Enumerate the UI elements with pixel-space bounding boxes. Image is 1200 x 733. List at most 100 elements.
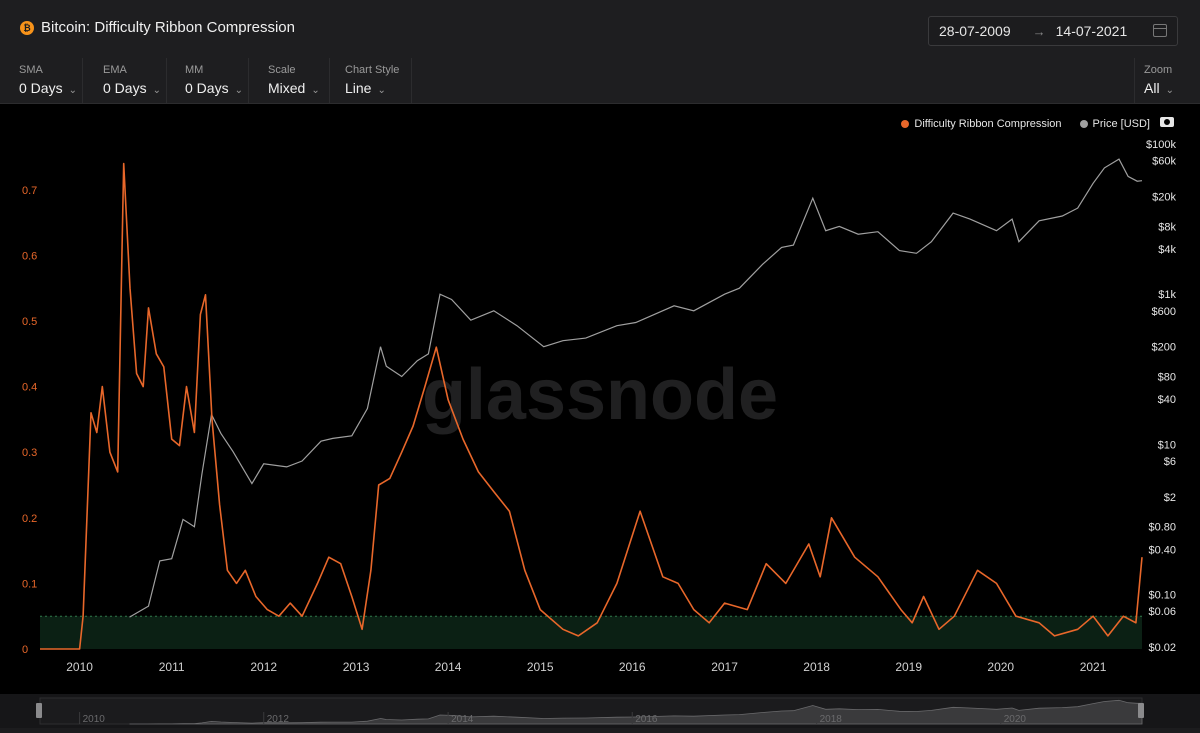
drc-layer — [40, 162, 1143, 650]
title-wrap: ₿ Bitcoin: Difficulty Ribbon Compression — [20, 19, 295, 36]
scale-value[interactable]: Mixed ⌄ — [268, 80, 320, 96]
x-tick-label: 2019 — [895, 660, 922, 674]
navigator-svg[interactable]: 2010 2012 2014 2016 2018 2020 — [0, 694, 1200, 728]
ema-select[interactable]: EMA 0 Days ⌄ — [94, 58, 167, 103]
mm-select[interactable]: MM 0 Days ⌄ — [176, 58, 249, 103]
sma-value[interactable]: 0 Days ⌄ — [19, 80, 77, 96]
x-tick-label: 2020 — [987, 660, 1014, 674]
y-left-tick-label: 0.2 — [22, 513, 37, 525]
highlight-band — [40, 616, 1142, 649]
camera-icon[interactable] — [1160, 117, 1174, 127]
x-tick-label: 2015 — [527, 660, 554, 674]
navigator-handle-right — [1138, 703, 1144, 718]
y-right-tick-label: $8k — [1158, 221, 1176, 233]
page-title: Bitcoin: Difficulty Ribbon Compression — [41, 19, 295, 36]
y-left-tick-label: 0 — [22, 644, 28, 656]
difficulty-ribbon-line — [40, 162, 1143, 650]
navigator-layer: 2010 2012 2014 2016 2018 2020 — [36, 697, 1144, 725]
chevron-down-icon: ⌄ — [1165, 85, 1174, 96]
zone-layer — [40, 615, 1142, 649]
header: ₿ Bitcoin: Difficulty Ribbon Compression… — [0, 0, 1200, 59]
legend-item-drc[interactable]: Difficulty Ribbon Compression — [901, 118, 1062, 130]
y-right-tick-label: $0.10 — [1148, 590, 1176, 602]
chart-style-value[interactable]: Line ⌄ — [345, 80, 386, 96]
y-right-tick-label: $200 — [1152, 342, 1176, 354]
calendar-icon[interactable] — [1153, 24, 1167, 37]
x-tick-label: 2010 — [66, 660, 93, 674]
ema-value[interactable]: 0 Days ⌄ — [103, 80, 161, 96]
chevron-down-icon: ⌄ — [377, 85, 386, 96]
x-tick-label: 2014 — [435, 660, 462, 674]
y-right-tick-label: $0.02 — [1148, 642, 1176, 654]
price-layer — [129, 158, 1143, 618]
navigator-handle-left — [36, 703, 42, 718]
x-tick-label: 2013 — [343, 660, 370, 674]
chart-area — [0, 104, 1200, 694]
chevron-down-icon: ⌄ — [311, 85, 320, 96]
x-tick-label: 2016 — [619, 660, 646, 674]
navigator-tick-label: 2018 — [820, 714, 843, 725]
x-tick-label: 2017 — [711, 660, 738, 674]
zoom-select[interactable]: Zoom All ⌄ — [1134, 58, 1200, 103]
sma-value-text: 0 Days — [19, 80, 63, 96]
y-right-tick-label: $60k — [1152, 156, 1176, 168]
scale-value-text: Mixed — [268, 80, 306, 96]
sma-label: SMA — [19, 64, 43, 76]
y-right-tick-label: $600 — [1152, 306, 1176, 318]
navigator[interactable]: 2010 2012 2014 2016 2018 2020 — [0, 694, 1200, 728]
x-tick-label: 2021 — [1080, 660, 1107, 674]
zoom-label: Zoom — [1144, 64, 1173, 76]
y-left-tick-label: 0.4 — [22, 382, 37, 394]
navigator-tick-label: 2014 — [451, 714, 474, 725]
legend: Difficulty Ribbon Compression Price [USD… — [883, 118, 1150, 130]
y-right-tick-label: $20k — [1152, 191, 1176, 203]
y-right-tick-label: $40 — [1158, 394, 1176, 406]
price-line — [129, 158, 1143, 618]
y-right-tick-label: $6 — [1164, 456, 1176, 468]
chart-svg[interactable]: glassnode 00.10.20.30.40.50.60.7 $0.02$0… — [0, 104, 1200, 694]
chevron-down-icon: ⌄ — [152, 85, 161, 96]
mm-value[interactable]: 0 Days ⌄ — [185, 80, 243, 96]
chevron-down-icon: ⌄ — [234, 85, 243, 96]
legend-label-drc: Difficulty Ribbon Compression — [914, 118, 1062, 130]
y-left-tick-label: 0.3 — [22, 447, 37, 459]
right-axis: $0.02 $0.06 $0.10 $0.40 $0.80 $2 $6 $10 $40 $80 $2… — [1146, 139, 1176, 654]
arrow-right-icon: → — [1032, 23, 1046, 39]
navigator-area — [129, 699, 1143, 725]
zoom-value-text: All — [1144, 80, 1160, 96]
navigator-tick-label: 2016 — [635, 714, 658, 725]
date-from[interactable]: 28-07-2009 — [939, 23, 1011, 39]
y-right-tick-label: $0.06 — [1148, 606, 1176, 618]
controls-bar: SMA 0 Days ⌄ EMA 0 Days ⌄ MM 0 Days ⌄ Scale… — [0, 58, 1200, 104]
navigator-tick-label: 2020 — [1004, 714, 1027, 725]
watermark: glassnode — [422, 355, 778, 435]
ema-value-text: 0 Days — [103, 80, 147, 96]
y-right-tick-label: $0.80 — [1148, 522, 1176, 534]
y-left-tick-label: 0.7 — [22, 185, 37, 197]
mm-value-text: 0 Days — [185, 80, 229, 96]
y-right-tick-label: $100k — [1146, 139, 1176, 151]
x-tick-label: 2011 — [159, 660, 185, 674]
y-right-tick-label: $0.40 — [1148, 544, 1176, 556]
legend-label-price: Price [USD] — [1092, 118, 1150, 130]
mm-label: MM — [185, 64, 204, 76]
navigator-tick-label: 2012 — [267, 714, 290, 725]
x-axis: 2010 2011 2012 2013 2014 2015 2016 2017 2018 2019… — [66, 660, 1106, 674]
date-to[interactable]: 14-07-2021 — [1055, 23, 1128, 39]
sma-select[interactable]: SMA 0 Days ⌄ — [10, 58, 83, 103]
legend-item-price[interactable]: Price [USD] — [1079, 118, 1150, 130]
date-range-picker[interactable]: 28-07-2009 → 14-07-2021 — [928, 16, 1178, 46]
y-left-tick-label: 0.5 — [22, 316, 37, 328]
y-right-tick-label: $4k — [1158, 244, 1176, 256]
y-left-tick-label: 0.1 — [22, 578, 37, 590]
chart-style-value-text: Line — [345, 80, 372, 96]
chevron-down-icon: ⌄ — [68, 85, 77, 96]
bitcoin-icon: ₿ — [20, 20, 34, 35]
chart-style-select[interactable]: Chart Style Line ⌄ — [336, 58, 412, 103]
ema-label: EMA — [103, 64, 127, 76]
zoom-value[interactable]: All ⌄ — [1144, 80, 1174, 96]
x-tick-label: 2018 — [803, 660, 830, 674]
legend-dot-drc — [901, 120, 910, 128]
scale-select[interactable]: Scale Mixed ⌄ — [259, 58, 330, 103]
left-axis: 0 0.1 0.2 0.3 0.4 0.5 0.6 0.7 — [22, 185, 37, 656]
